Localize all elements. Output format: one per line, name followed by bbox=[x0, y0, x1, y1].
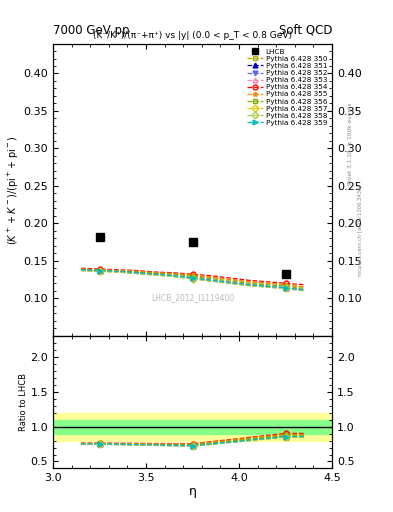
Text: mcplots.cern.ch [arXiv:1306.3436]: mcplots.cern.ch [arXiv:1306.3436] bbox=[358, 185, 363, 276]
Title: (K⁻/K⁺)/(π⁻+π⁺) vs |y| (0.0 < p_T < 0.8 GeV): (K⁻/K⁺)/(π⁻+π⁺) vs |y| (0.0 < p_T < 0.8 … bbox=[93, 31, 292, 40]
Bar bbox=[53, 419, 332, 434]
Line: LHCB: LHCB bbox=[95, 232, 290, 278]
Legend: LHCB, Pythia 6.428 350, Pythia 6.428 351, Pythia 6.428 352, Pythia 6.428 353, Py: LHCB, Pythia 6.428 350, Pythia 6.428 351… bbox=[245, 47, 329, 127]
Y-axis label: $(K^+ + K^-)$/(pi$^+$+ pi$^-$): $(K^+ + K^-)$/(pi$^+$+ pi$^-$) bbox=[6, 135, 21, 245]
LHCB bbox=[97, 233, 102, 240]
Text: Rivet 3.1.10, ≥ 100k events: Rivet 3.1.10, ≥ 100k events bbox=[348, 102, 353, 185]
LHCB bbox=[283, 270, 288, 276]
Y-axis label: Ratio to LHCB: Ratio to LHCB bbox=[18, 373, 28, 431]
X-axis label: η: η bbox=[189, 485, 196, 498]
Bar bbox=[53, 413, 332, 440]
LHCB bbox=[190, 239, 195, 245]
Text: 7000 GeV pp: 7000 GeV pp bbox=[53, 24, 130, 37]
Text: LHCB_2012_I1119400: LHCB_2012_I1119400 bbox=[151, 293, 234, 302]
Text: Soft QCD: Soft QCD bbox=[279, 24, 332, 37]
